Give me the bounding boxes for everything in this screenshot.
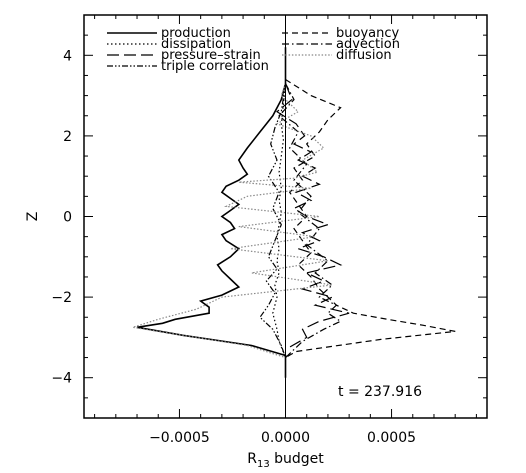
series-layer [132,47,456,378]
legend-label: dissipation [161,37,231,52]
x-axis-label-suffix: budget [270,451,325,467]
x-tick-label: −0.0005 [149,430,210,446]
legend-label: pressure–strain [161,48,261,63]
legend: productiondissipationpressure–straintrip… [107,26,400,74]
legend-label: diffusion [336,48,392,63]
x-axis-label-main: R [247,451,257,467]
series-line-production [136,47,287,378]
legend-label: advection [336,37,400,52]
y-axis-label: Z [25,212,41,222]
series-line-triple-correlation [259,83,287,358]
y-tick-label: −4 [51,371,72,387]
time-annotation: t = 237.916 [338,384,422,400]
legend-label: triple correlation [161,59,269,74]
series-line-buoyancy [285,78,456,359]
x-tick-label: 0.0000 [261,430,310,446]
legend-label: buoyancy [336,26,399,41]
series-line-advection [278,83,342,359]
series-line-pressure-strain [275,83,350,351]
series-line-dissipation [272,83,287,358]
y-tick-label: −2 [51,290,72,306]
x-axis-label-subscript: 13 [257,459,270,470]
y-tick-label: 4 [63,48,72,64]
legend-label: production [161,26,231,41]
series-line-diffusion [132,83,333,359]
ticks-layer: −0.0005 0.0000 0.0005 −4 −2 0 2 4 [51,14,487,446]
y-tick-label: 0 [63,210,72,226]
x-axis-label: R13 budget [247,451,324,470]
y-tick-label: 2 [63,129,72,145]
x-tick-label: 0.0005 [367,430,416,446]
